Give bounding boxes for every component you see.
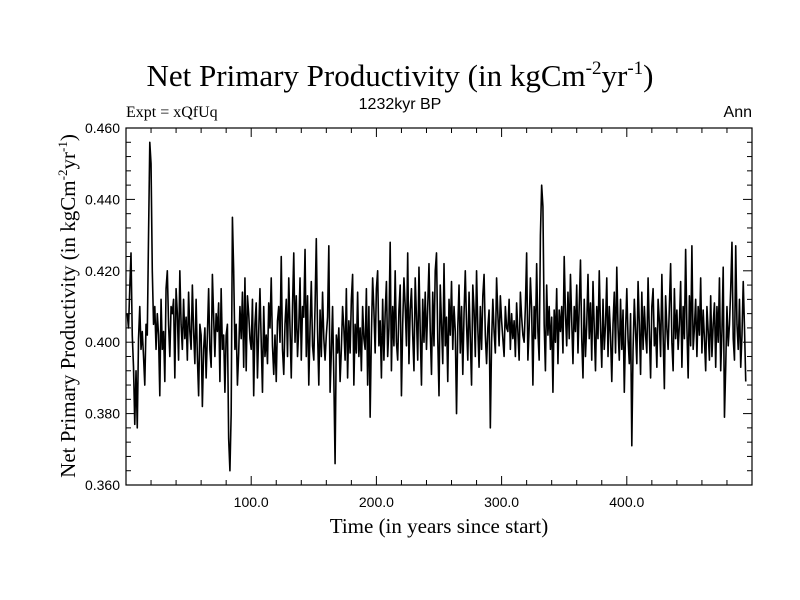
y-axis-label-text: Net Primary Productivity (in kgCm — [56, 180, 80, 478]
y-axis-label: Net Primary Productivity (in kgCm-2yr-1) — [55, 96, 81, 516]
y-axis-label-mid: yr — [56, 152, 80, 170]
x-tick-label: 300.0 — [484, 494, 519, 510]
y-axis-label-end: ) — [56, 134, 80, 142]
chart-title-text: Net Primary Productivity (in kgCm — [146, 58, 586, 93]
plot-frame — [125, 127, 753, 486]
season-label: Ann — [723, 104, 752, 121]
y-tick-label: 0.400 — [85, 334, 120, 350]
x-tick-label: 400.0 — [609, 494, 644, 510]
y-tick-label: 0.460 — [85, 120, 120, 136]
chart-title-exp2: -1 — [627, 58, 644, 79]
series-layer — [126, 141, 747, 472]
chart-title-exp1: -2 — [585, 58, 602, 79]
y-axis-label-exp2: -1 — [55, 141, 70, 153]
y-axis-label-exp1: -2 — [55, 169, 70, 181]
chart-title: Net Primary Productivity (in kgCm-2yr-1) — [0, 58, 800, 94]
x-tick-label: 100.0 — [234, 494, 269, 510]
x-axis-label: Time (in years since start) — [329, 514, 549, 538]
series-line — [126, 141, 747, 472]
y-tick-label: 0.380 — [85, 406, 120, 422]
x-tick-label: 200.0 — [359, 494, 394, 510]
chart-title-end: ) — [643, 58, 654, 93]
chart-title-mid: yr — [601, 58, 628, 93]
period-label: 1232kyr BP — [358, 96, 442, 113]
experiment-label: Expt = xQfUq — [126, 104, 218, 121]
tick-labels: 100.0 200.0 300.0 400.0 0.360 0.380 0.400 0.420… — [85, 120, 645, 510]
y-tick-label: 0.440 — [85, 191, 120, 207]
y-tick-label: 0.420 — [85, 263, 120, 279]
y-tick-label: 0.360 — [85, 477, 120, 493]
